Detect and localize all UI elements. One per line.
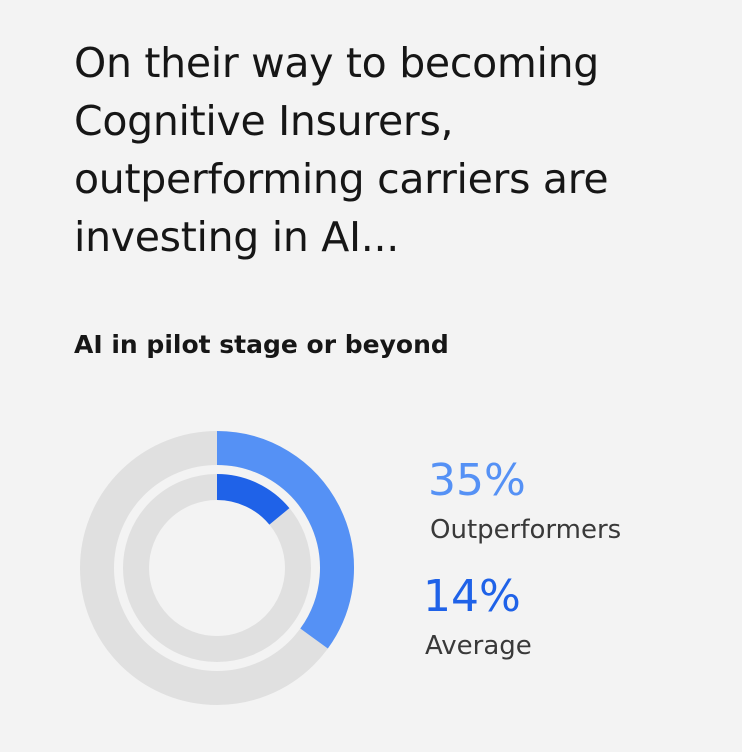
ring-arc [216, 474, 290, 526]
value-label: 14% [423, 571, 521, 622]
legend-label: Average [425, 631, 532, 661]
chart-title: On their way to becoming Cognitive Insur… [74, 39, 609, 261]
value-label: 35% [428, 455, 526, 506]
legend-label: Outperformers [430, 515, 622, 545]
chart-subtitle: AI in pilot stage or beyond [74, 330, 449, 359]
ring-arc [216, 431, 354, 649]
